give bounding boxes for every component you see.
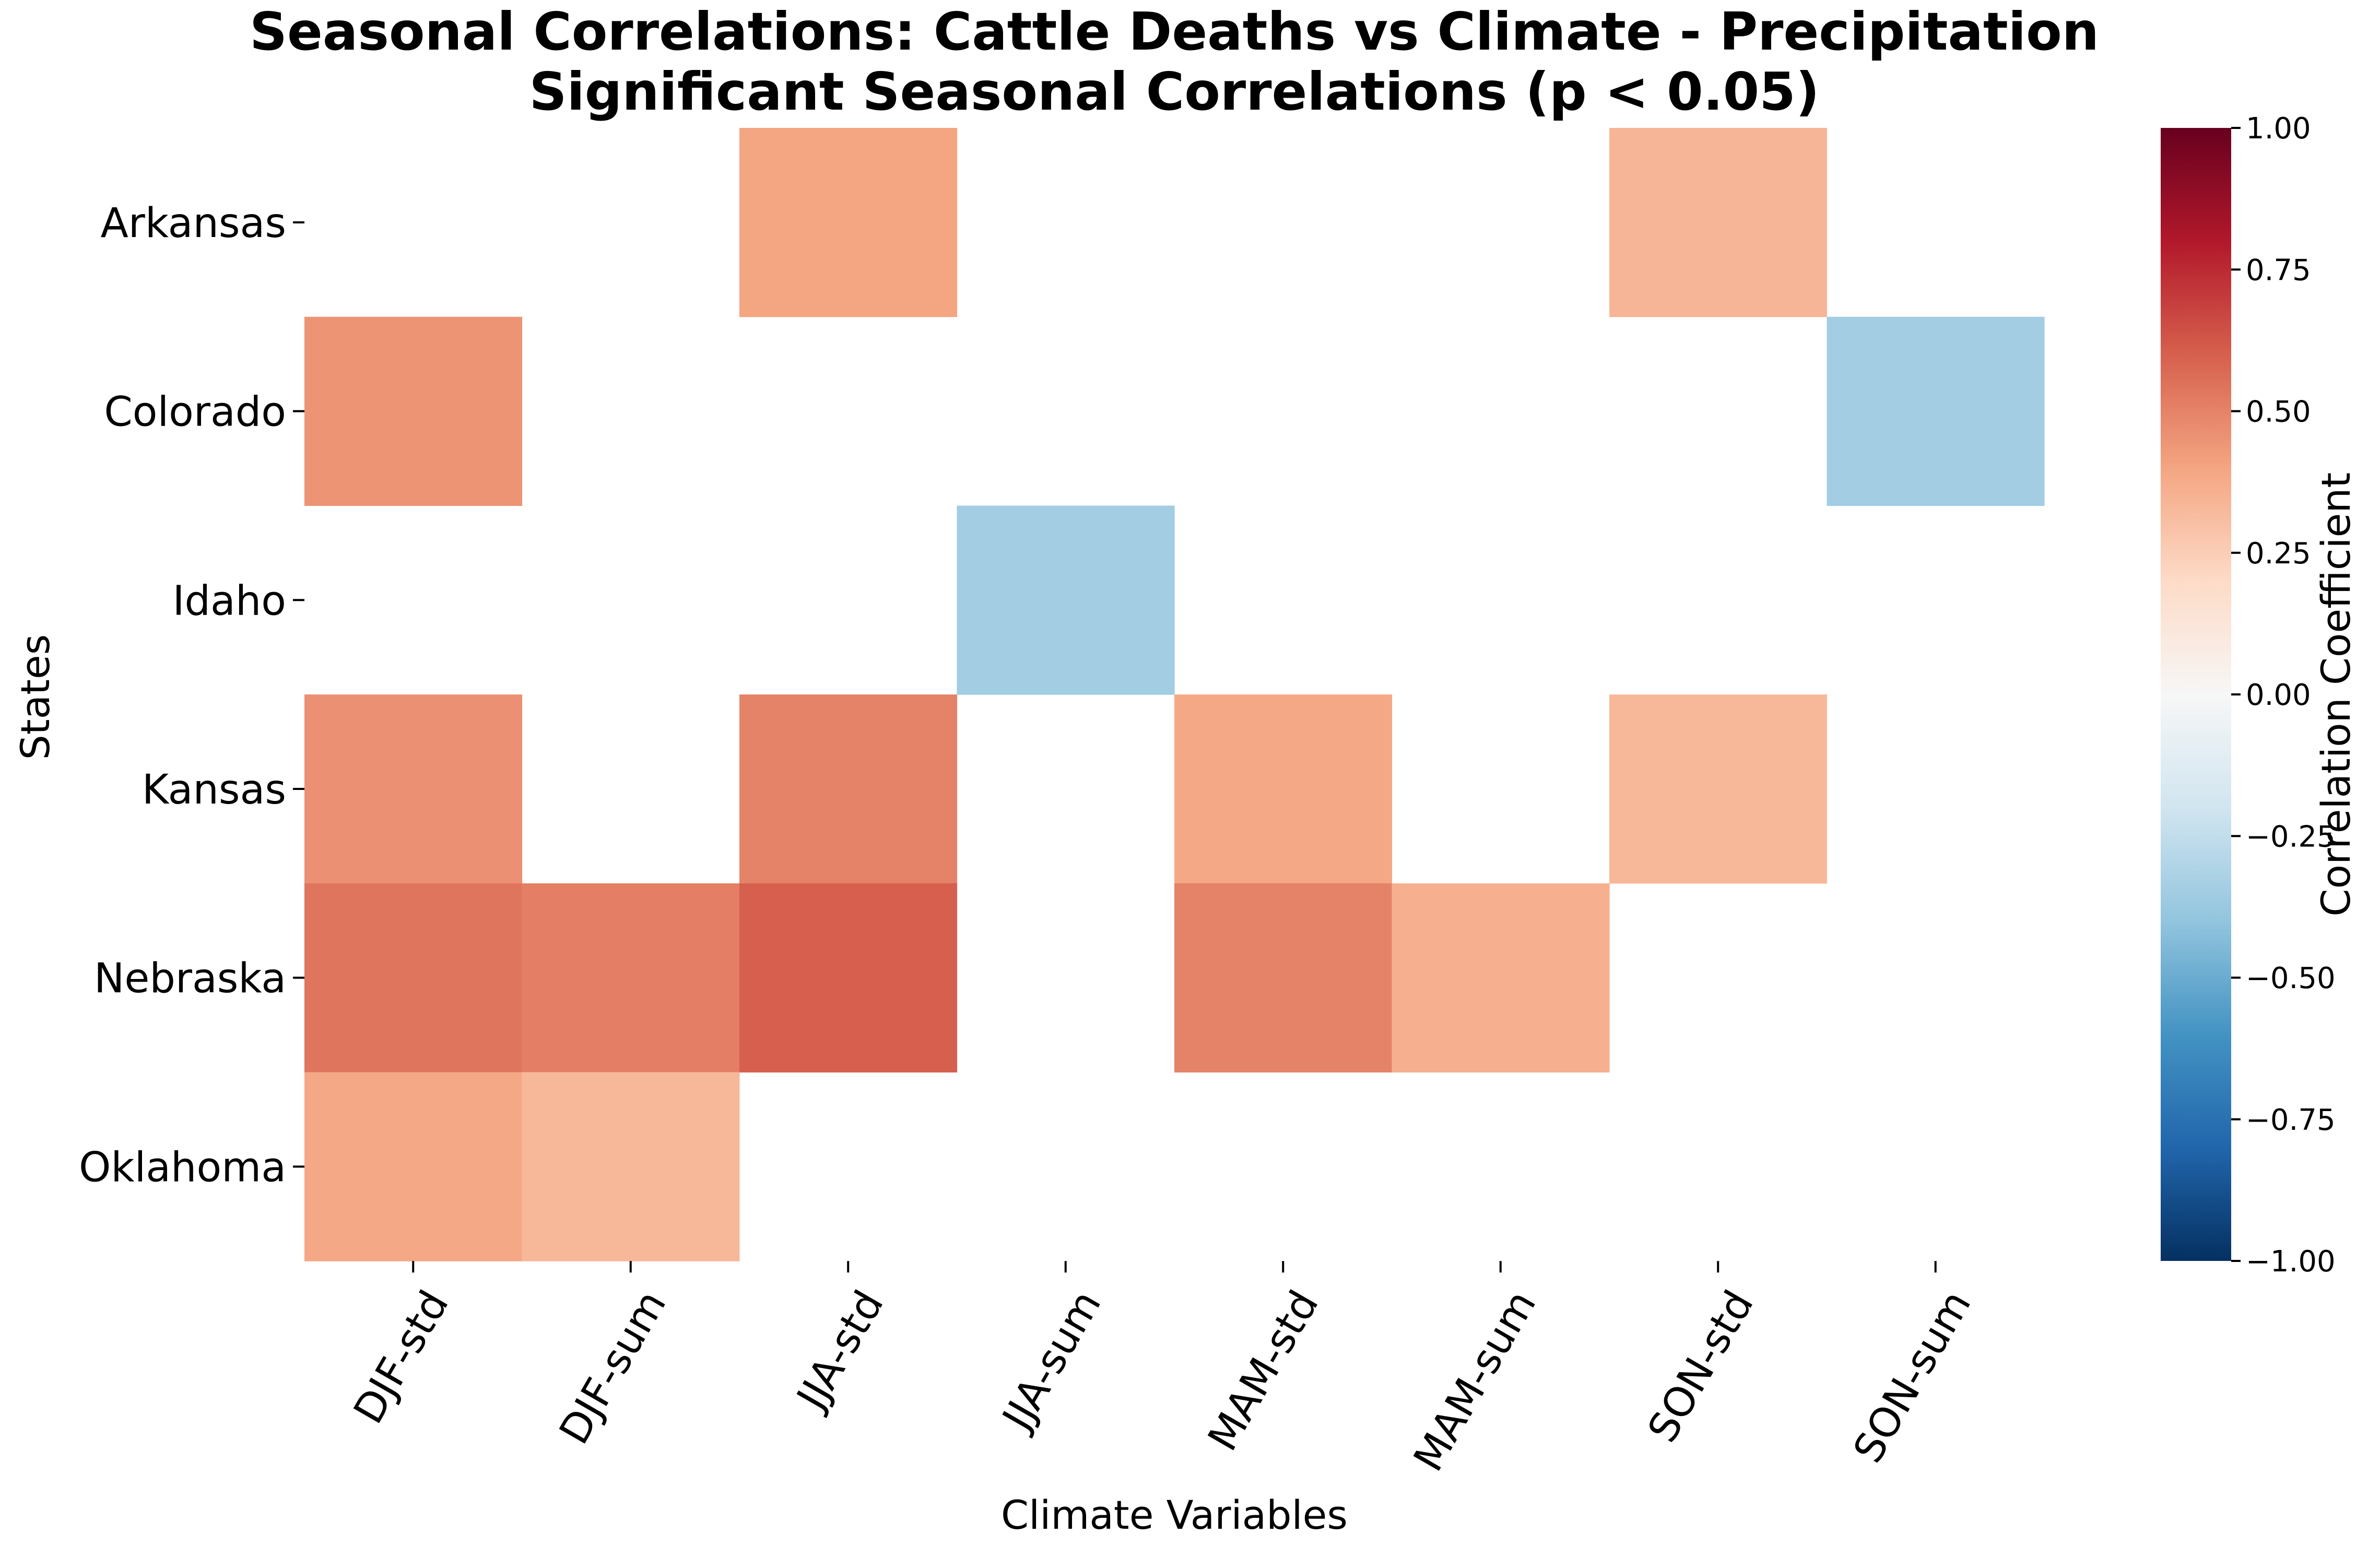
heatmap-cell <box>304 316 523 506</box>
heatmap-cell <box>304 883 523 1073</box>
y-tick-label: Colorado <box>104 389 286 436</box>
colorbar-label: Correlation Coefficient <box>2313 473 2359 917</box>
colorbar-ticks: 1.00 0.75 0.50 0.25 0.00 −0.25 −0.50 −0.75 −1.00 <box>2231 112 2336 1279</box>
x-axis-ticks: DJF-std DJF-sum JJA-std JJA-sum MAM-std MAM-s… <box>345 1261 1981 1479</box>
colorbar-gradient <box>2161 128 2231 1261</box>
heatmap-cell <box>1827 316 2045 506</box>
heatmap-cells <box>304 128 2045 1261</box>
colorbar-tick-label: 1.00 <box>2246 112 2311 146</box>
heatmap-cell <box>739 128 958 317</box>
x-tick-label: JJA-sum <box>993 1283 1111 1440</box>
y-tick-label: Nebraska <box>94 955 286 1002</box>
x-tick-label: DJF-std <box>345 1283 458 1432</box>
x-axis-label: Climate Variables <box>1001 1492 1348 1538</box>
heatmap-cell <box>1609 694 1828 884</box>
y-tick-label: Kansas <box>142 766 286 813</box>
heatmap-cell <box>1609 128 1828 317</box>
heatmap-cell <box>522 1072 740 1261</box>
heatmap-cell <box>1174 694 1393 884</box>
chart-subtitle: Significant Seasonal Correlations (p < 0… <box>529 61 1819 122</box>
colorbar-tick-label: 0.25 <box>2246 537 2311 571</box>
heatmap-cell <box>957 505 1175 695</box>
x-tick-label: MAM-sum <box>1405 1283 1545 1479</box>
heatmap-cell <box>739 883 958 1073</box>
y-tick-label: Oklahoma <box>79 1144 286 1191</box>
y-tick-label: Idaho <box>173 577 286 624</box>
y-axis-ticks: Arkansas Colorado Idaho Kansas Nebraska Oklah… <box>79 200 304 1191</box>
colorbar-tick-label: 0.00 <box>2246 678 2311 712</box>
x-tick-label: MAM-std <box>1199 1283 1328 1459</box>
heatmap-cell <box>1174 883 1393 1073</box>
heatmap-cell <box>1392 883 1610 1073</box>
y-tick-label: Arkansas <box>100 200 286 247</box>
colorbar-tick-label: 0.75 <box>2246 253 2311 287</box>
heatmap-cell <box>739 694 958 884</box>
colorbar: 1.00 0.75 0.50 0.25 0.00 −0.25 −0.50 −0.75 −1.00 <box>2161 112 2336 1279</box>
colorbar-tick-label: 0.50 <box>2246 395 2311 429</box>
x-tick-label: JJA-std <box>787 1283 893 1420</box>
colorbar-tick-label: −0.25 <box>2246 820 2336 854</box>
heatmap-cell <box>304 1072 523 1261</box>
colorbar-tick-label: −0.50 <box>2246 962 2336 996</box>
heatmap-cell <box>522 883 740 1073</box>
chart-title: Seasonal Correlations: Cattle Deaths vs … <box>250 1 2099 62</box>
colorbar-tick-label: −0.75 <box>2246 1103 2336 1137</box>
heatmap-cell <box>304 694 523 884</box>
colorbar-tick-label: −1.00 <box>2246 1245 2336 1279</box>
x-tick-label: SON-std <box>1639 1283 1763 1450</box>
x-tick-label: DJF-sum <box>550 1283 675 1452</box>
y-axis-label: States <box>12 634 58 760</box>
x-tick-label: SON-sum <box>1845 1283 1981 1471</box>
